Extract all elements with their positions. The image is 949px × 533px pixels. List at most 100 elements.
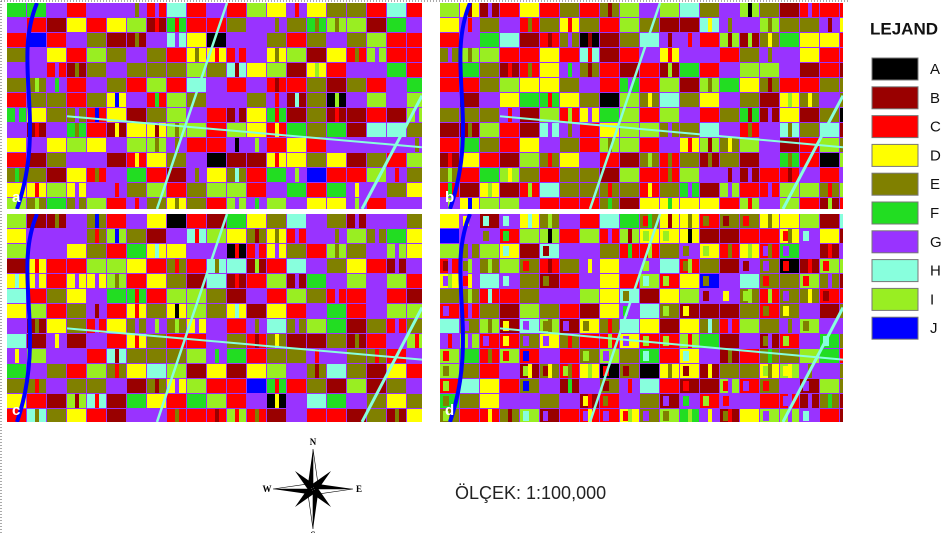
map-patch [15, 168, 19, 182]
map-patch [480, 198, 499, 212]
map-patch [15, 274, 19, 288]
map-patch [315, 409, 319, 423]
map-patch [540, 63, 559, 77]
map-patch [287, 334, 306, 348]
map-patch [247, 93, 266, 107]
map-patch [788, 168, 792, 182]
map-patch [187, 364, 206, 378]
map-patch [780, 198, 799, 212]
map-patch [107, 48, 126, 62]
map-patch [488, 319, 492, 333]
map-patch [107, 198, 126, 212]
map-patch [708, 319, 712, 333]
map-patch [488, 409, 492, 423]
map-patch [127, 168, 146, 182]
map-patch [480, 394, 499, 408]
map-patch [155, 153, 159, 167]
map-patch [500, 319, 519, 333]
map-patch [267, 33, 286, 47]
legend-swatch [872, 260, 918, 282]
map-patch [307, 168, 326, 182]
map-panel [7, 214, 426, 423]
map-patch [195, 48, 199, 62]
map-patch [7, 304, 26, 318]
map-patch [508, 63, 512, 77]
map-patch [468, 304, 472, 318]
map-patch [688, 229, 692, 243]
map-patch [768, 214, 772, 228]
map-patch [375, 229, 379, 243]
map-patch [67, 168, 86, 182]
map-patch [187, 394, 206, 408]
map-patch [723, 396, 729, 406]
map-patch [680, 78, 699, 92]
map-patch [127, 379, 146, 393]
map-patch [135, 33, 139, 47]
map-patch [367, 334, 386, 348]
map-patch [7, 123, 26, 137]
map-patch [480, 364, 499, 378]
map-patch [688, 214, 692, 228]
map-patch [720, 63, 739, 77]
map-patch [503, 276, 509, 286]
map-patch [287, 364, 306, 378]
legend-label: E [930, 176, 940, 193]
map-patch [580, 244, 599, 258]
map-patch [700, 214, 719, 228]
map-patch [520, 153, 539, 167]
map-patch [87, 183, 106, 197]
map-patch [500, 274, 519, 288]
map-patch [688, 409, 692, 423]
map-patch [327, 123, 346, 137]
map-patch [520, 289, 539, 303]
map-patch [768, 33, 772, 47]
map-patch [660, 138, 679, 152]
map-patch [247, 18, 266, 32]
map-patch [788, 153, 792, 167]
legend-label: B [930, 90, 940, 107]
map-patch [27, 168, 46, 182]
map-patch [55, 48, 59, 62]
map-patch [47, 198, 66, 212]
map-patch [740, 259, 759, 273]
map-patch [147, 289, 166, 303]
map-patch [728, 244, 732, 258]
map-patch [295, 229, 299, 243]
map-patch [720, 153, 739, 167]
map-patch [500, 394, 519, 408]
map-patch [347, 364, 366, 378]
map-patch [763, 276, 769, 286]
map-patch [520, 409, 539, 423]
map-patch [87, 78, 106, 92]
map-patch [167, 394, 186, 408]
map-patch [307, 48, 326, 62]
map-patch [387, 289, 406, 303]
legend-label: D [930, 147, 941, 164]
map-patch [560, 93, 579, 107]
map-patch [307, 334, 326, 348]
map-patch [720, 334, 739, 348]
map-patch [275, 394, 279, 408]
map-patch [95, 394, 99, 408]
map-patch [47, 394, 66, 408]
map-patch [768, 48, 772, 62]
map-patch [660, 259, 679, 273]
map-patch [568, 244, 572, 258]
map-patch [740, 48, 759, 62]
map-patch [628, 244, 632, 258]
map-patch [840, 3, 859, 17]
map-patch [840, 183, 859, 197]
map-patch [275, 108, 279, 122]
map-patch [47, 123, 66, 137]
map-patch [828, 183, 832, 197]
map-patch [740, 394, 759, 408]
map-patch [588, 63, 592, 77]
map-patch [820, 409, 839, 423]
map-patch [327, 63, 346, 77]
map-patch [47, 289, 66, 303]
map-patch [760, 319, 779, 333]
map-patch [568, 379, 572, 393]
map-patch [548, 259, 552, 273]
map-patch [75, 274, 79, 288]
map-patch [147, 78, 166, 92]
